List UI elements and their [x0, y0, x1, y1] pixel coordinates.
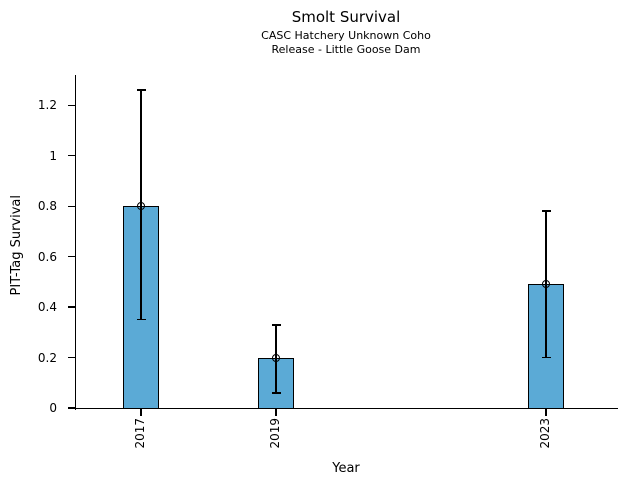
error-cap-top	[271, 324, 281, 326]
error-cap-top	[541, 210, 551, 212]
y-tick-label: 1	[49, 148, 57, 163]
y-tick-label: 0.8	[37, 199, 57, 214]
y-tick	[68, 306, 75, 308]
y-tick-label: 0.6	[37, 249, 57, 264]
error-cap-bottom	[136, 318, 146, 321]
point-marker-2019	[272, 353, 281, 362]
chart-title: Smolt Survival	[291, 8, 401, 26]
x-axis-label: Year	[332, 461, 360, 476]
x-axis-spine	[75, 408, 618, 410]
error-cap-top	[136, 89, 146, 91]
chart-subtitle-line1: CASC Hatchery Unknown Coho	[261, 29, 431, 42]
y-tick	[68, 155, 75, 157]
error-cap-bottom	[541, 356, 551, 359]
y-tick	[68, 104, 75, 106]
x-tick-label: 2019	[268, 418, 283, 449]
y-tick	[68, 255, 75, 258]
y-tick-label: 0.4	[37, 300, 57, 315]
x-tick	[275, 409, 277, 416]
y-tick-label: 0	[49, 401, 57, 415]
x-tick-label: 2023	[538, 418, 553, 449]
point-marker-2023	[542, 280, 551, 289]
y-axis-spine	[75, 75, 77, 410]
x-tick	[140, 409, 142, 416]
point-marker-2017	[137, 202, 146, 211]
y-tick-label: 1.2	[37, 98, 57, 113]
y-tick	[68, 407, 75, 409]
error-cap-bottom	[271, 392, 281, 394]
x-tick	[545, 409, 547, 416]
x-tick-label: 2017	[133, 418, 148, 449]
y-tick	[68, 356, 75, 359]
y-tick-label: 0.2	[37, 350, 57, 365]
chart-subtitle-line2: Release - Little Goose Dam	[271, 43, 421, 56]
y-tick	[68, 205, 75, 207]
